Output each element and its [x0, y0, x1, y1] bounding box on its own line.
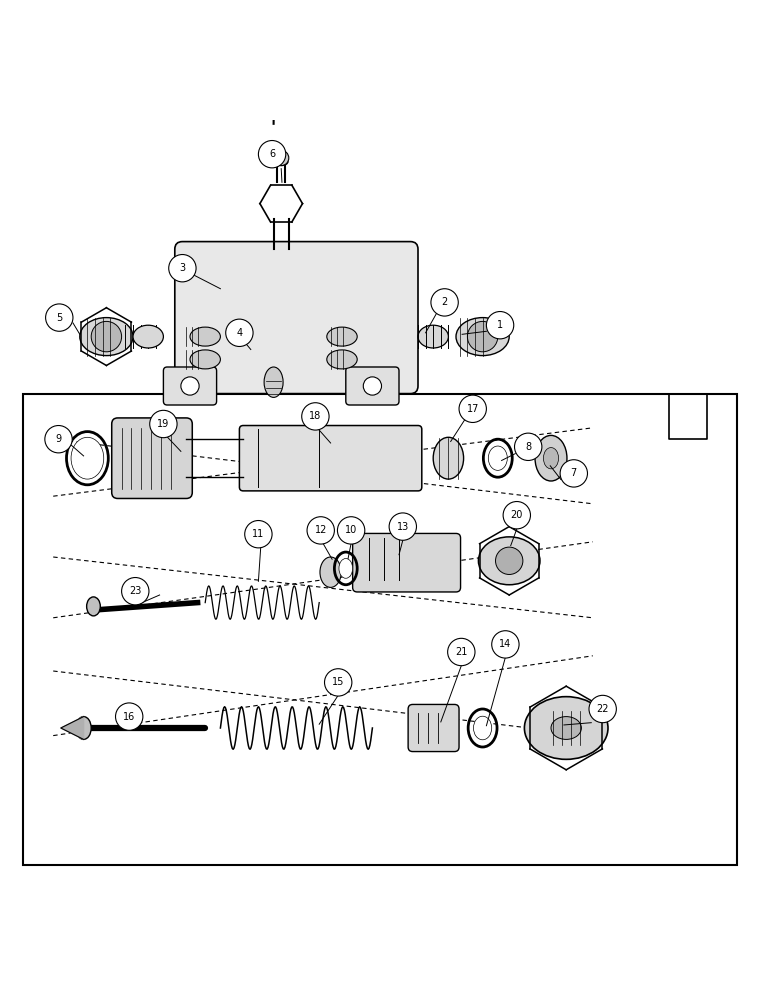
- Ellipse shape: [274, 158, 288, 166]
- Circle shape: [122, 578, 149, 605]
- Circle shape: [363, 377, 382, 395]
- Ellipse shape: [535, 435, 567, 481]
- Text: 3: 3: [179, 263, 185, 273]
- Text: 5: 5: [56, 313, 62, 323]
- Text: 9: 9: [55, 434, 62, 444]
- Circle shape: [503, 502, 530, 529]
- FancyBboxPatch shape: [346, 367, 399, 405]
- Ellipse shape: [76, 717, 91, 739]
- Circle shape: [45, 426, 72, 453]
- FancyBboxPatch shape: [112, 418, 192, 498]
- Ellipse shape: [190, 327, 220, 346]
- FancyBboxPatch shape: [353, 533, 461, 592]
- Circle shape: [486, 312, 514, 339]
- Ellipse shape: [433, 437, 464, 479]
- Ellipse shape: [479, 537, 540, 585]
- Text: 6: 6: [269, 149, 275, 159]
- Circle shape: [459, 395, 486, 422]
- FancyBboxPatch shape: [163, 367, 217, 405]
- Ellipse shape: [87, 597, 100, 616]
- Circle shape: [116, 703, 143, 730]
- Text: 7: 7: [571, 468, 577, 478]
- Ellipse shape: [456, 318, 509, 356]
- Circle shape: [492, 631, 519, 658]
- FancyBboxPatch shape: [239, 426, 422, 491]
- Circle shape: [169, 255, 196, 282]
- Ellipse shape: [473, 716, 492, 740]
- Text: 12: 12: [315, 525, 327, 535]
- Text: 1: 1: [497, 320, 503, 330]
- Ellipse shape: [339, 559, 353, 578]
- Text: 20: 20: [511, 510, 523, 520]
- Text: 11: 11: [252, 529, 264, 539]
- Ellipse shape: [327, 350, 357, 369]
- Circle shape: [274, 150, 289, 166]
- Circle shape: [431, 289, 458, 316]
- Ellipse shape: [524, 697, 608, 759]
- Circle shape: [46, 304, 73, 331]
- Text: 19: 19: [157, 419, 169, 429]
- Ellipse shape: [418, 325, 448, 348]
- Circle shape: [448, 638, 475, 666]
- Text: 18: 18: [309, 411, 321, 421]
- Ellipse shape: [327, 327, 357, 346]
- Text: 21: 21: [455, 647, 467, 657]
- Ellipse shape: [543, 448, 559, 469]
- Ellipse shape: [264, 367, 283, 397]
- Circle shape: [496, 547, 523, 574]
- Text: 15: 15: [332, 677, 344, 687]
- Circle shape: [226, 319, 253, 346]
- Circle shape: [560, 460, 587, 487]
- Circle shape: [389, 513, 416, 540]
- Text: 4: 4: [236, 328, 242, 338]
- Ellipse shape: [80, 318, 133, 356]
- Text: 17: 17: [467, 404, 479, 414]
- Circle shape: [307, 517, 334, 544]
- Ellipse shape: [190, 350, 220, 369]
- Text: 8: 8: [525, 442, 531, 452]
- Text: 14: 14: [499, 639, 511, 649]
- Circle shape: [467, 321, 498, 352]
- FancyBboxPatch shape: [408, 704, 459, 752]
- Polygon shape: [61, 717, 84, 739]
- Circle shape: [302, 403, 329, 430]
- Circle shape: [181, 377, 199, 395]
- Ellipse shape: [320, 557, 341, 587]
- Circle shape: [589, 695, 616, 723]
- Circle shape: [245, 521, 272, 548]
- Circle shape: [150, 410, 177, 438]
- Ellipse shape: [133, 325, 163, 348]
- Text: 16: 16: [123, 712, 135, 722]
- FancyBboxPatch shape: [175, 242, 418, 394]
- Circle shape: [258, 141, 286, 168]
- Text: 23: 23: [129, 586, 141, 596]
- Circle shape: [337, 517, 365, 544]
- Text: 2: 2: [442, 297, 448, 307]
- Ellipse shape: [71, 437, 103, 479]
- Text: 13: 13: [397, 522, 409, 532]
- Text: 22: 22: [597, 704, 609, 714]
- FancyBboxPatch shape: [23, 394, 737, 865]
- Circle shape: [325, 669, 352, 696]
- Circle shape: [91, 321, 122, 352]
- Ellipse shape: [551, 717, 581, 739]
- Circle shape: [515, 433, 542, 460]
- Text: 10: 10: [345, 525, 357, 535]
- Ellipse shape: [488, 446, 508, 470]
